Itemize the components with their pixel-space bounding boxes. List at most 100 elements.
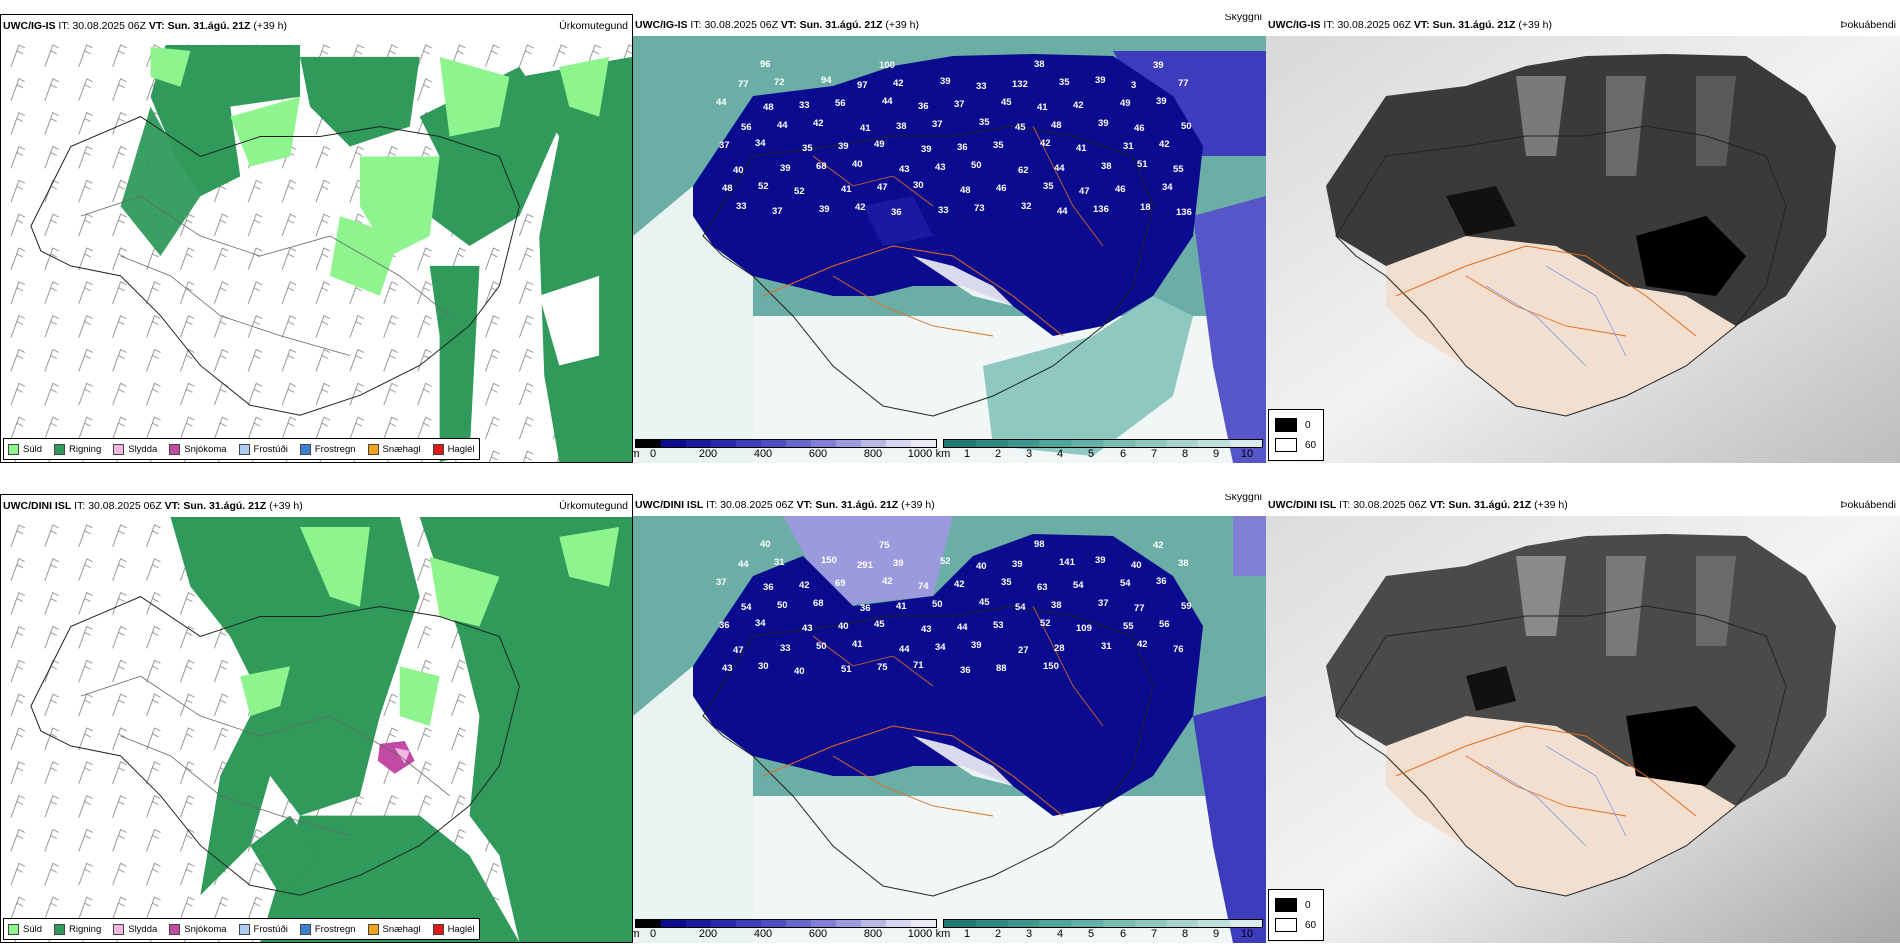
cloudbase-value-label: 48 (763, 102, 774, 113)
cloudbase-value-label: 63 (1037, 582, 1048, 593)
cloudbase-value-label: 18 (1140, 202, 1151, 213)
fog-legend-item: 60 (1275, 918, 1316, 932)
fog-legend: 0 60 (1268, 409, 1324, 461)
cloudbase-value-label: 59 (1181, 601, 1192, 612)
cloudbase-value-label: 45 (874, 619, 885, 630)
fog-map (1266, 516, 1900, 943)
model-name: UWC/DINI ISL (3, 500, 72, 512)
cloudbase-value-label: 68 (813, 598, 824, 609)
cloudbase-value-label: 52 (940, 556, 951, 567)
visibility-tick: 6 (1119, 448, 1127, 460)
panel-header: UWC/DINI ISL IT: 30.08.2025 06Z VT: Sun.… (1266, 494, 1900, 516)
cloudbase-value-label: 37 (772, 206, 783, 217)
cloudbase-value-label: 39 (819, 204, 830, 215)
model-name: UWC/IG-IS (3, 20, 56, 32)
lead-time: (+39 h) (1534, 499, 1568, 511)
cloudbase-value-label: 94 (821, 75, 832, 86)
cloudbase-value-label: 39 (1156, 96, 1167, 107)
cloudbase-value-label: 36 (763, 582, 774, 593)
legend-item-snjokoma: Snjókoma (169, 443, 227, 455)
cloudbase-value-label: 74 (918, 581, 929, 592)
cloudbase-value-label: 44 (957, 622, 968, 633)
cloudbase-value-label: 42 (1073, 100, 1084, 111)
cloudbase-value-label: 42 (799, 580, 810, 591)
cloudbase-value-label: 35 (802, 143, 813, 154)
model-name: UWC/IG-IS (635, 19, 688, 31)
cloudbase-value-label: 77 (1134, 603, 1145, 614)
legend-item-frostregn: Frostregn (299, 923, 356, 935)
cloudbase-value-label: 40 (976, 561, 987, 572)
cloudbase-value-label: 40 (1131, 560, 1142, 571)
cloudbase-value-label: 41 (896, 601, 907, 612)
legend-item-frostudi: Frostúði (238, 443, 288, 455)
vt-value: Sun. 31.ágú. 21Z (1448, 499, 1532, 511)
cloudbase-value-label: 36 (1156, 576, 1167, 587)
cloudbase-value-label: 44 (1054, 163, 1065, 174)
legend-item-suld: Súld (8, 443, 42, 455)
cloudbase-value-label: 46 (1134, 123, 1145, 134)
cloudbase-value-label: 88 (996, 663, 1007, 674)
cloudbase-value-label: 53 (993, 620, 1004, 631)
cloudbase-value-label: 39 (940, 76, 951, 87)
cloudbase-value-label: 72 (774, 77, 785, 88)
panel-header: UWC/DINI ISL IT: 30.08.2025 06Z VT: Sun.… (1, 495, 632, 517)
cloudbase-value-label: 50 (932, 599, 943, 610)
fog-legend: 0 60 (1268, 889, 1324, 941)
cloudbase-value-label: 56 (835, 98, 846, 109)
legend-item-slydda: Slydda (113, 443, 157, 455)
fog-map-svg (1266, 36, 1900, 463)
cloudbase-value-label: 41 (860, 123, 871, 134)
cloudbase-value-label: 54 (1120, 578, 1131, 589)
legend-item-snjokoma: Snjókoma (169, 923, 227, 935)
cloudbase-value-label: 48 (722, 183, 733, 194)
cloudbase-tick: 400 (753, 448, 773, 460)
lead-time: (+39 h) (885, 19, 919, 31)
cloudbase-value-label: 34 (755, 138, 766, 149)
cloudbase-value-label: 36 (719, 620, 730, 631)
fog-panel-row1: UWC/IG-IS IT: 30.08.2025 06Z VT: Sun. 31… (1266, 14, 1900, 463)
visibility-scale: km 1 2 3 4 5 6 7 8 9 10 (936, 439, 1263, 461)
precip-map (1, 517, 632, 942)
cloudbase-value-label: 44 (738, 559, 749, 570)
cloudbase-value-label: 51 (841, 664, 852, 675)
cloudbase-value-label: 37 (716, 577, 727, 588)
cloudbase-tick: 0 (649, 448, 657, 460)
vt-value: Sun. 31.ágú. 21Z (183, 500, 267, 512)
cloudbase-value-label: 100 (879, 60, 895, 71)
cloudbase-value-label: 39 (1095, 555, 1106, 566)
visibility-unit: km (935, 928, 951, 940)
cloudbase-value-label: 31 (774, 557, 785, 568)
cloudbase-value-label: 96 (760, 59, 771, 70)
cloudbase-value-label: 50 (971, 160, 982, 171)
cloudbase-value-label: 30 (758, 661, 769, 672)
it-label: IT: (1339, 499, 1351, 511)
cloudbase-value-label: 56 (1159, 619, 1170, 630)
cloudbase-value-label: 75 (879, 540, 890, 551)
it-label: IT: (58, 20, 70, 32)
cloudbase-value-label: 39 (1012, 559, 1023, 570)
it-value: 30.08.2025 06Z (704, 19, 778, 31)
cloudbase-ticks: m 0 200 400 600 800 1000 (633, 928, 937, 940)
cloudbase-value-label: 44 (1057, 206, 1068, 217)
cloudbase-value-label: 52 (1040, 618, 1051, 629)
cloudbase-value-label: 52 (794, 186, 805, 197)
cloudbase-value-label: 41 (841, 184, 852, 195)
vt-label: VT: (1429, 499, 1446, 511)
lead-time: (+39 h) (253, 20, 287, 32)
cloudbase-value-label: 27 (1018, 645, 1029, 656)
lead-time: (+39 h) (269, 500, 303, 512)
cloudbase-value-label: 42 (893, 78, 904, 89)
cloudbase-value-label: 36 (891, 207, 902, 218)
cloudbase-value-label: 32 (1021, 201, 1032, 212)
cloudbase-tick: 600 (808, 448, 828, 460)
legend-item-frostregn: Frostregn (299, 443, 356, 455)
cloudbase-value-label: 37 (719, 140, 730, 151)
cloudbase-value-label: 48 (1051, 120, 1062, 131)
visibility-ticks: km 1 2 3 4 5 6 7 8 9 10 (936, 928, 1263, 940)
cloudbase-value-label: 35 (1059, 77, 1070, 88)
cloudbase-panel-row1: UWC/IG-IS IT: 30.08.2025 06Z VT: Sun. 31… (633, 14, 1266, 463)
visibility-colorbar (943, 439, 1263, 448)
